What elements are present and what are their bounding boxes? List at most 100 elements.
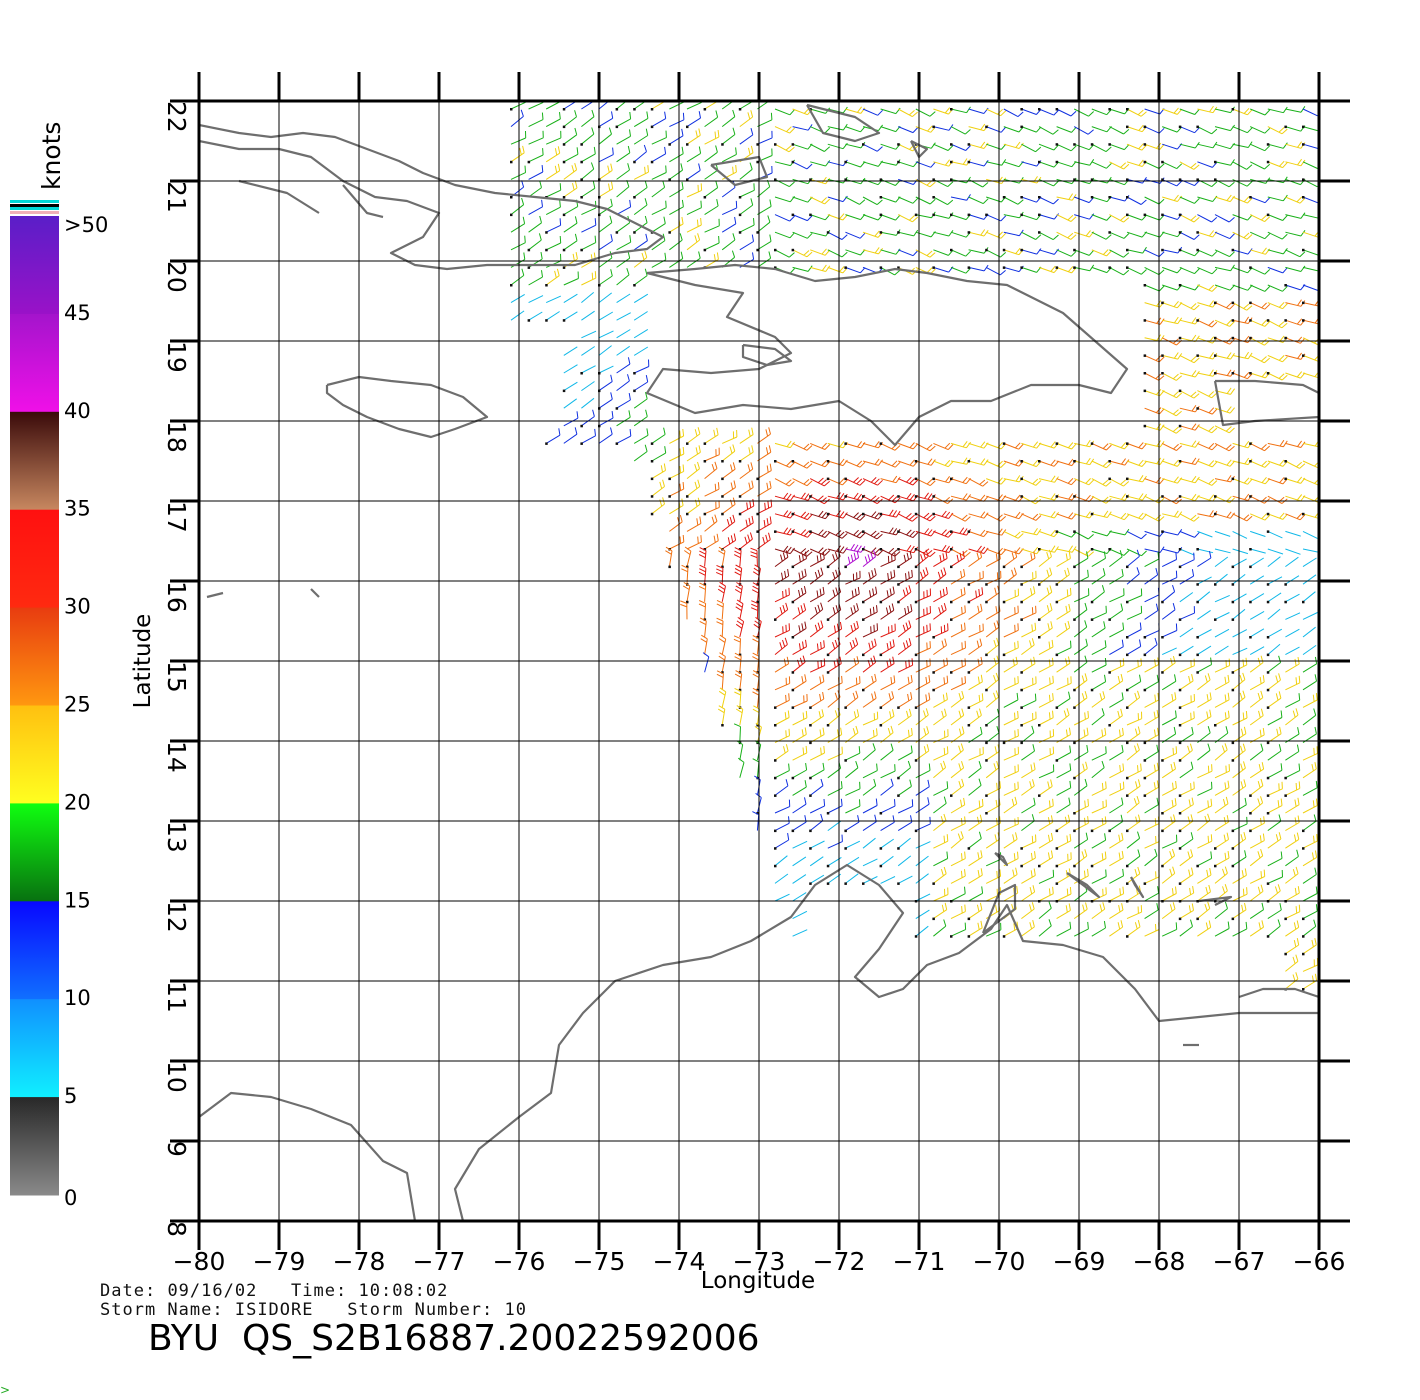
coastline: [238, 179, 320, 214]
wind-barb: [752, 670, 760, 690]
wind-barb: [1197, 425, 1218, 434]
barb-origin-dot: [809, 495, 812, 498]
barb-origin-dot: [1284, 952, 1287, 956]
wind-barb: [1302, 557, 1317, 568]
wind-barb: [845, 690, 859, 708]
wind-barb: [1003, 588, 1019, 603]
wind-barb: [1197, 726, 1211, 743]
barb-origin-dot: [1266, 213, 1270, 217]
wind-barb: [1267, 284, 1288, 292]
wind-barb: [1267, 301, 1288, 310]
wind-barb: [774, 799, 791, 814]
barb-origin-dot: [844, 266, 847, 269]
wind-barb: [898, 545, 919, 554]
wind-barb: [1056, 708, 1070, 726]
barb-origin-dot: [844, 759, 847, 762]
barb-origin-dot: [1302, 935, 1305, 938]
barb-origin-dot: [1073, 266, 1076, 269]
wind-barb: [845, 249, 866, 256]
wind-barb: [581, 365, 596, 374]
wind-barb: [1021, 762, 1036, 779]
wind-barb: [1073, 108, 1095, 117]
barb-origin-dot: [1126, 864, 1129, 868]
wind-barb: [1232, 248, 1253, 255]
wind-barb: [1021, 622, 1037, 638]
barb-origin-dot: [1108, 108, 1111, 111]
barb-origin-dot: [1090, 864, 1094, 868]
wind-barb: [1179, 919, 1193, 937]
wind-barb: [915, 841, 931, 849]
barb-origin-dot: [1073, 829, 1076, 833]
wind-barb: [950, 622, 966, 638]
wind-barb: [880, 764, 896, 779]
barb-origin-dot: [826, 460, 830, 463]
wind-barb: [1038, 475, 1059, 483]
wind-barb: [1109, 639, 1124, 656]
wind-barb: [1073, 745, 1089, 761]
wind-barb: [1232, 161, 1253, 170]
wind-barb: [950, 550, 965, 568]
barb-origin-dot: [1196, 231, 1199, 234]
barb-origin-dot: [1178, 231, 1182, 234]
barb-origin-dot: [914, 548, 918, 551]
barb-origin-dot: [1231, 372, 1235, 375]
wind-barb: [1144, 372, 1165, 381]
wind-barb: [792, 780, 807, 796]
wind-barb: [581, 409, 595, 427]
barb-origin-dot: [1214, 495, 1217, 498]
barb-origin-dot: [756, 600, 759, 604]
barb-origin-dot: [668, 477, 671, 481]
wind-barb: [1091, 460, 1112, 469]
wind-barb: [774, 816, 790, 832]
wind-barb: [1179, 405, 1200, 413]
wind-barb: [1038, 126, 1059, 135]
wind-barb: [1214, 425, 1235, 434]
wind-barb: [1073, 727, 1089, 744]
wind-barb: [1197, 407, 1218, 415]
barb-origin-dot: [1302, 248, 1305, 252]
wind-barb: [684, 546, 692, 567]
wind-barb: [1267, 884, 1281, 902]
wind-barb: [985, 744, 1000, 761]
wind-barb: [1003, 746, 1019, 761]
wind-barb: [809, 477, 831, 487]
barb-origin-dot: [756, 812, 759, 815]
barb-origin-dot: [791, 530, 795, 533]
wind-barb: [986, 528, 1007, 536]
wind-barb: [702, 652, 710, 673]
barb-origin-dot: [1214, 372, 1217, 375]
barb-origin-dot: [633, 108, 636, 111]
wind-barb: [1285, 920, 1300, 937]
wind-barb: [1197, 369, 1218, 377]
barb-origin-dot: [615, 125, 619, 129]
wind-barb: [862, 837, 876, 849]
wind-barb: [1161, 178, 1183, 187]
wind-barb: [1003, 605, 1019, 620]
barb-origin-dot: [1020, 864, 1023, 868]
barb-origin-dot: [1020, 477, 1023, 481]
barb-origin-dot: [1231, 248, 1235, 252]
wind-barb: [1302, 919, 1317, 937]
wind-barb: [933, 567, 947, 585]
wind-barb: [1249, 610, 1265, 620]
wind-barb: [1267, 798, 1283, 814]
wind-barb: [1144, 457, 1165, 465]
wind-barb: [669, 216, 684, 233]
lat-tick-label: 10: [162, 1061, 191, 1093]
wind-barb: [1091, 495, 1112, 504]
wind-barb: [880, 815, 895, 832]
lat-tick-label: 16: [162, 581, 191, 613]
barb-origin-dot: [633, 231, 636, 234]
wind-barb: [1249, 902, 1264, 920]
wind-barb: [792, 815, 807, 832]
wind-barb: [1285, 336, 1306, 344]
wind-barb: [735, 705, 744, 726]
wind-barb: [827, 708, 841, 726]
wind-barb: [1197, 851, 1213, 867]
wind-barb: [1003, 547, 1024, 555]
wind-barb: [1109, 603, 1124, 620]
wind-barb: [721, 533, 737, 550]
wind-barb: [950, 476, 971, 485]
wind-barb: [792, 214, 813, 222]
